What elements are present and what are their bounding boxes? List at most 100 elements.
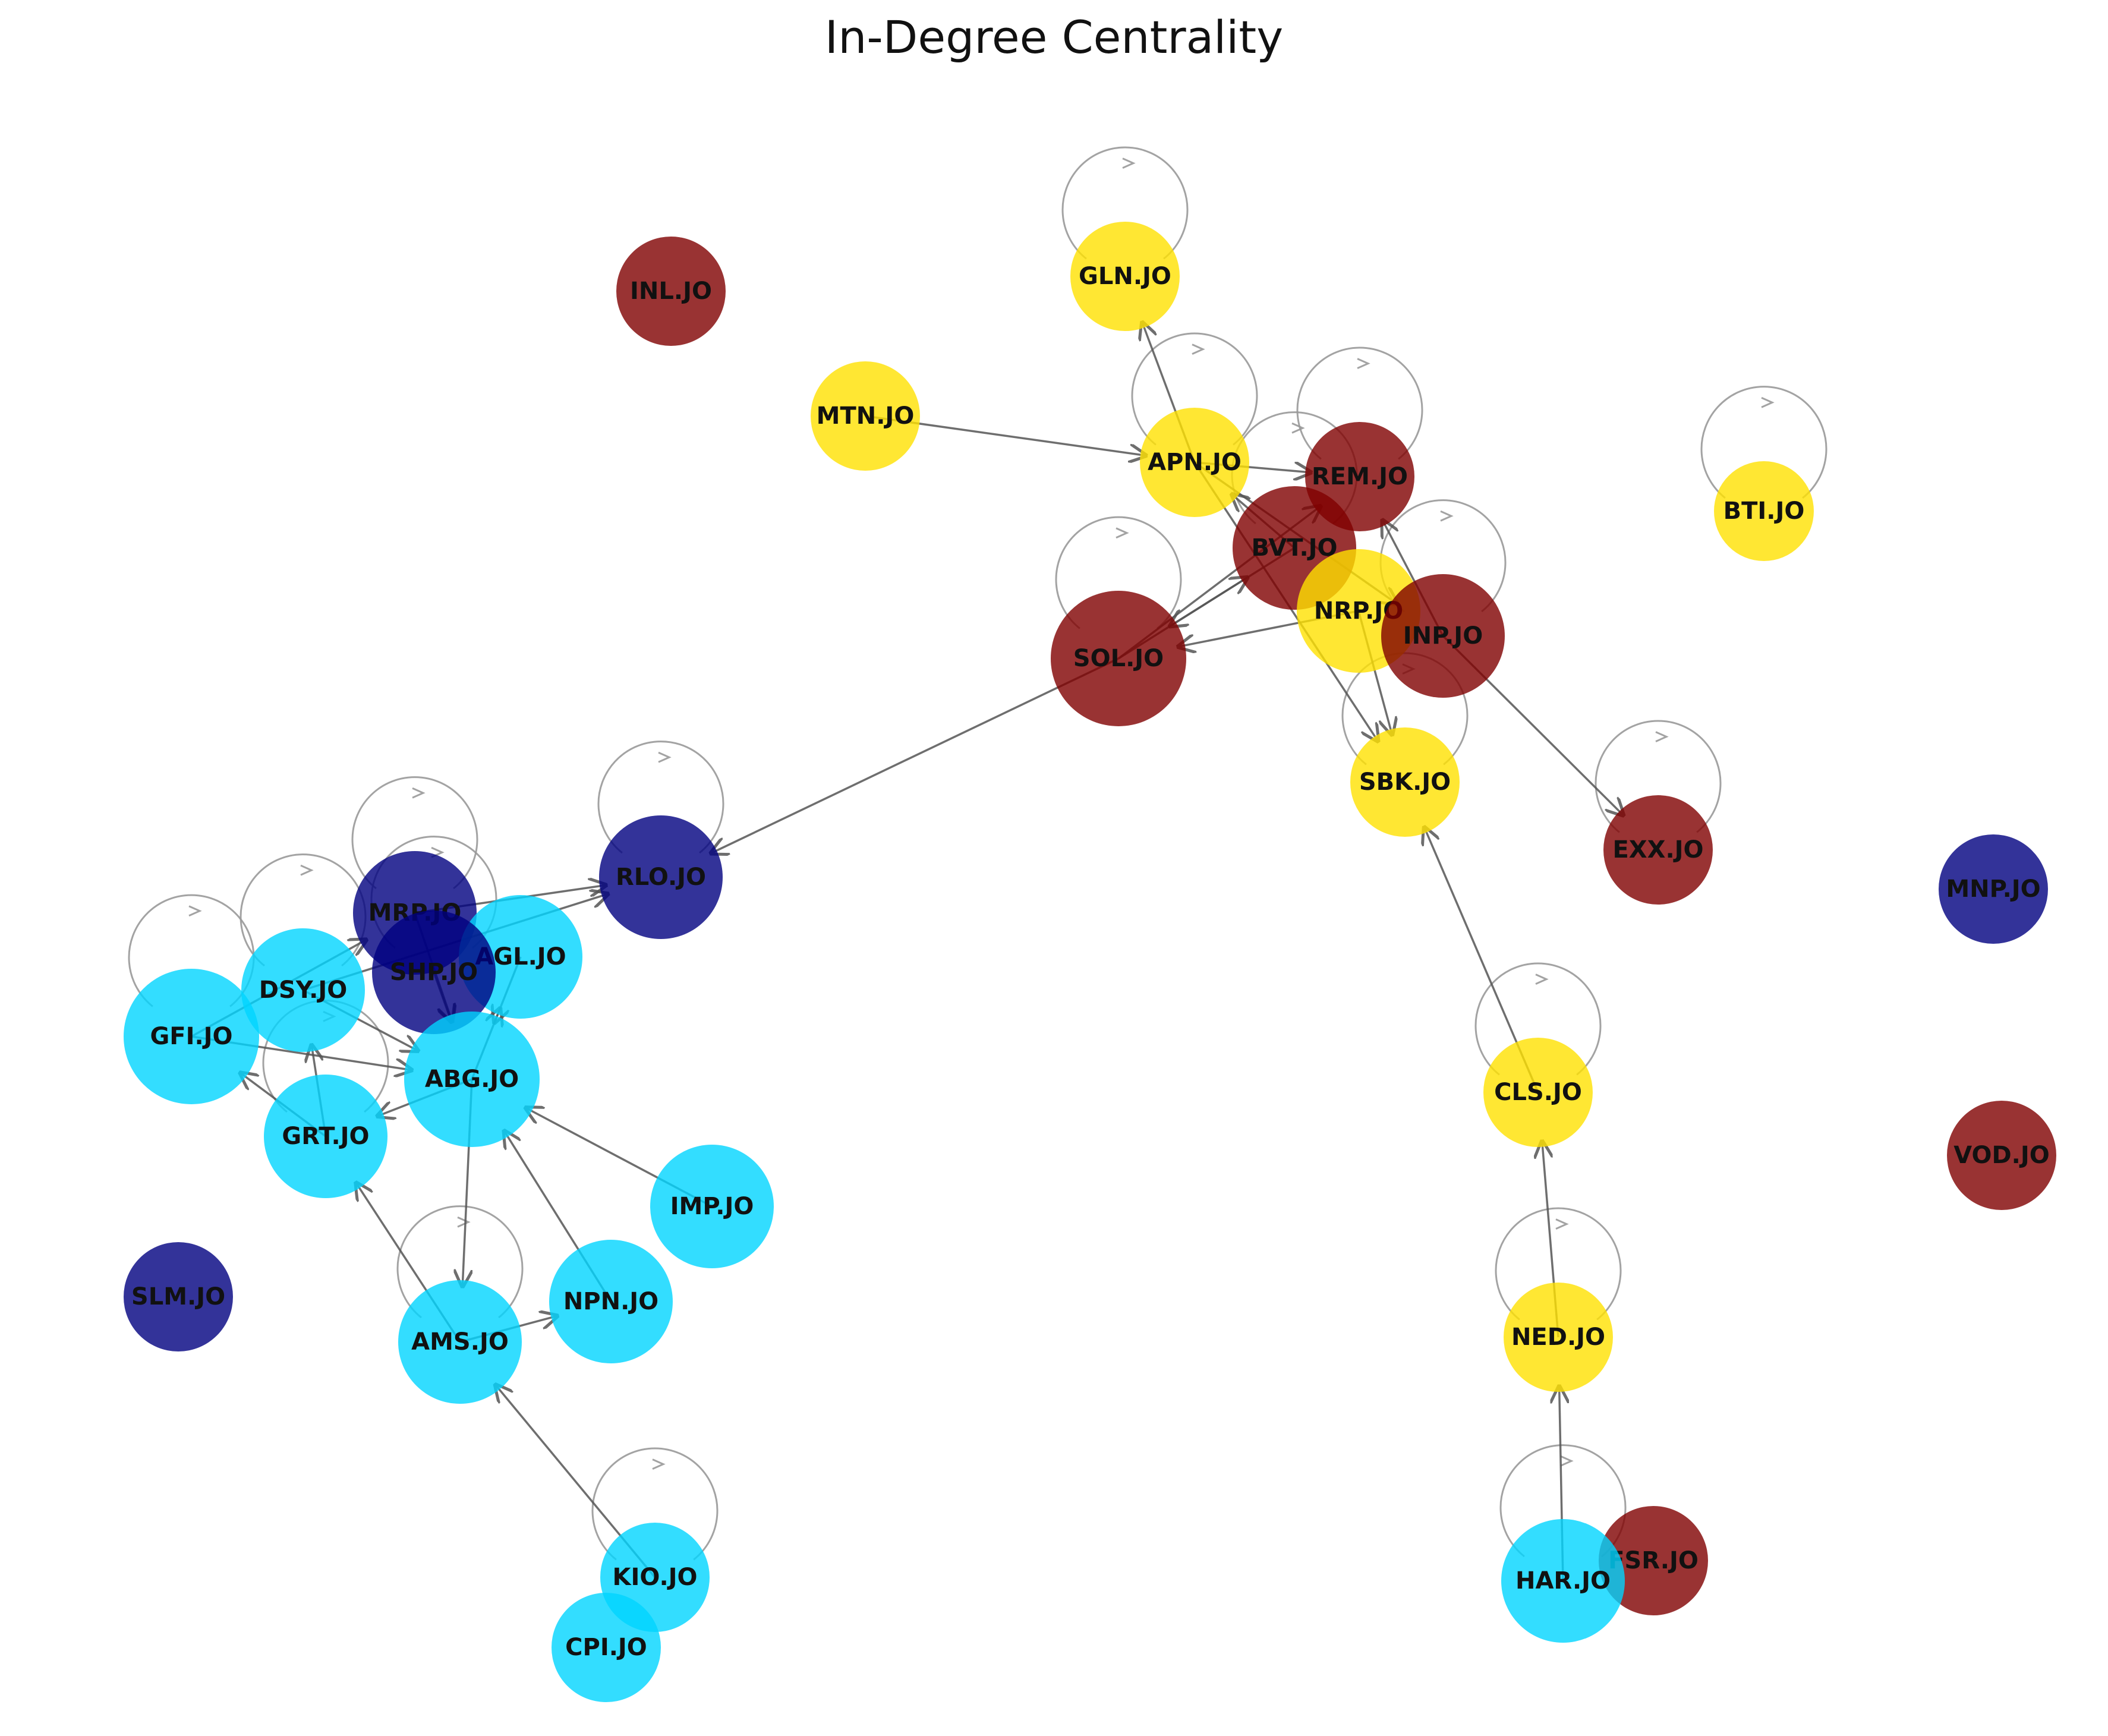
- node-vod-jo: VOD.JO: [1947, 1101, 2056, 1210]
- node-sbk-jo: SBK.JO: [1350, 727, 1460, 837]
- node-circle-sol-jo: [1051, 591, 1186, 726]
- node-label-rlo-jo: RLO.JO: [616, 864, 706, 891]
- self-loop-kio-jo: [591, 1447, 719, 1561]
- node-label-exx-jo: EXX.JO: [1612, 836, 1703, 864]
- node-circle-apn-jo: [1140, 408, 1249, 517]
- node-ned-jo: NED.JO: [1504, 1283, 1613, 1392]
- node-inl-jo: INL.JO: [616, 237, 726, 346]
- self-loop-arrowhead-sol-jo: [1116, 527, 1129, 539]
- self-loop-sol-jo: [1055, 516, 1182, 629]
- node-label-dsy-jo: DSY.JO: [259, 976, 347, 1004]
- node-label-imp-jo: IMP.JO: [670, 1193, 754, 1220]
- node-circle-shp-jo: [372, 910, 496, 1034]
- node-circle-fsr-jo: [1599, 1506, 1708, 1615]
- node-circle-npn-jo: [549, 1240, 673, 1363]
- node-circle-gfi-jo: [124, 969, 259, 1104]
- self-loop-arrowhead-har-jo: [1560, 1455, 1574, 1467]
- node-ams-jo: AMS.JO: [398, 1280, 522, 1404]
- node-rlo-jo: RLO.JO: [599, 815, 723, 939]
- node-mnp-jo: MNP.JO: [1939, 834, 2048, 944]
- node-label-ams-jo: AMS.JO: [411, 1328, 509, 1356]
- self-loop-arrowhead-inp-jo: [1440, 510, 1454, 522]
- node-circle-ned-jo: [1504, 1283, 1613, 1392]
- node-label-har-jo: HAR.JO: [1515, 1567, 1611, 1595]
- node-label-abg-jo: ABG.JO: [425, 1066, 519, 1093]
- node-label-grt-jo: GRT.JO: [282, 1123, 369, 1150]
- node-circle-dsy-jo: [241, 928, 365, 1052]
- node-gfi-jo: GFI.JO: [124, 969, 259, 1104]
- self-loop-arrowhead-gln-jo: [1122, 157, 1136, 169]
- node-circle-har-jo: [1501, 1519, 1625, 1643]
- self-loop-arrowhead-rlo-jo: [658, 751, 672, 763]
- node-label-gfi-jo: GFI.JO: [150, 1023, 232, 1050]
- node-label-mtn-jo: MTN.JO: [817, 402, 915, 430]
- node-exx-jo: EXX.JO: [1603, 795, 1713, 905]
- node-label-bvt-jo: BVT.JO: [1251, 534, 1337, 562]
- nodes-layer: INL.JOGLN.JOMTN.JOAPN.JOREM.JOBVT.JONRP.…: [124, 222, 2056, 1702]
- node-circle-sbk-jo: [1350, 727, 1460, 837]
- node-circle-inl-jo: [616, 237, 726, 346]
- node-label-npn-jo: NPN.JO: [563, 1288, 658, 1315]
- node-gln-jo: GLN.JO: [1070, 222, 1180, 331]
- node-label-apn-jo: APN.JO: [1148, 449, 1242, 476]
- node-bti-jo: BTI.JO: [1714, 461, 1814, 561]
- self-loop-arrowhead-ned-jo: [1555, 1218, 1569, 1230]
- node-label-mnp-jo: MNP.JO: [1946, 875, 2040, 903]
- node-label-bti-jo: BTI.JO: [1723, 497, 1805, 525]
- node-circle-slm-jo: [124, 1242, 233, 1351]
- self-loop-arrowhead-bti-jo: [1761, 396, 1775, 408]
- node-apn-jo: APN.JO: [1140, 408, 1249, 517]
- node-label-gln-jo: GLN.JO: [1079, 263, 1171, 290]
- self-loop-apn-jo: [1131, 332, 1258, 446]
- self-loop-gln-jo: [1061, 146, 1189, 260]
- node-circle-abg-jo: [404, 1012, 540, 1147]
- node-circle-ams-jo: [398, 1280, 522, 1404]
- self-loop-arrowhead-gfi-jo: [188, 905, 202, 917]
- node-fsr-jo: FSR.JO: [1599, 1506, 1708, 1615]
- self-loop-arrowhead-mrp-jo: [412, 787, 426, 799]
- chart-title: In-Degree Centrality: [824, 11, 1284, 64]
- node-circle-mnp-jo: [1939, 834, 2048, 944]
- self-loop-arrowhead-kio-jo: [652, 1458, 666, 1470]
- node-label-vod-jo: VOD.JO: [1953, 1142, 2050, 1169]
- node-cpi-jo: CPI.JO: [552, 1593, 661, 1702]
- self-loop-rem-jo: [1296, 346, 1423, 460]
- self-loop-rlo-jo: [597, 741, 724, 854]
- node-abg-jo: ABG.JO: [404, 1012, 540, 1147]
- node-label-shp-jo: SHP.JO: [390, 959, 478, 986]
- self-loop-arrowhead-ams-jo: [457, 1216, 471, 1228]
- node-npn-jo: NPN.JO: [549, 1240, 673, 1363]
- self-loop-bti-jo: [1700, 386, 1827, 499]
- node-label-kio-jo: KIO.JO: [612, 1564, 697, 1591]
- self-loop-arrowhead-bvt-jo: [1291, 422, 1305, 434]
- node-label-cpi-jo: CPI.JO: [565, 1634, 647, 1661]
- node-sol-jo: SOL.JO: [1051, 591, 1186, 726]
- self-loop-mrp-jo: [351, 776, 478, 890]
- node-grt-jo: GRT.JO: [264, 1075, 387, 1198]
- node-circle-cpi-jo: [552, 1593, 661, 1702]
- node-circle-mtn-jo: [811, 361, 920, 471]
- node-label-cls-jo: CLS.JO: [1494, 1079, 1582, 1106]
- node-circle-inp-jo: [1381, 574, 1505, 698]
- node-shp-jo: SHP.JO: [372, 910, 496, 1034]
- self-loop-arrowhead-apn-jo: [1192, 344, 1205, 355]
- node-circle-gln-jo: [1070, 222, 1180, 331]
- node-label-ned-jo: NED.JO: [1511, 1324, 1605, 1351]
- node-circle-vod-jo: [1947, 1101, 2056, 1210]
- node-label-inl-jo: INL.JO: [630, 278, 712, 305]
- node-circle-grt-jo: [264, 1075, 387, 1198]
- self-loop-arrowhead-dsy-jo: [300, 864, 314, 876]
- node-label-slm-jo: SLM.JO: [131, 1283, 225, 1310]
- self-loop-ams-jo: [396, 1205, 524, 1319]
- self-loop-cls-jo: [1474, 962, 1602, 1076]
- node-circle-imp-jo: [650, 1145, 774, 1268]
- node-circle-exx-jo: [1603, 795, 1713, 905]
- edge-sol-jo-to-rlo-jo: [711, 657, 1119, 853]
- node-circle-bti-jo: [1714, 461, 1814, 561]
- node-har-jo: HAR.JO: [1501, 1519, 1625, 1643]
- node-label-inp-jo: INP.JO: [1403, 622, 1483, 650]
- node-cls-jo: CLS.JO: [1483, 1038, 1593, 1147]
- self-loop-arrowhead-rem-jo: [1357, 358, 1370, 369]
- self-loop-ned-jo: [1495, 1207, 1622, 1321]
